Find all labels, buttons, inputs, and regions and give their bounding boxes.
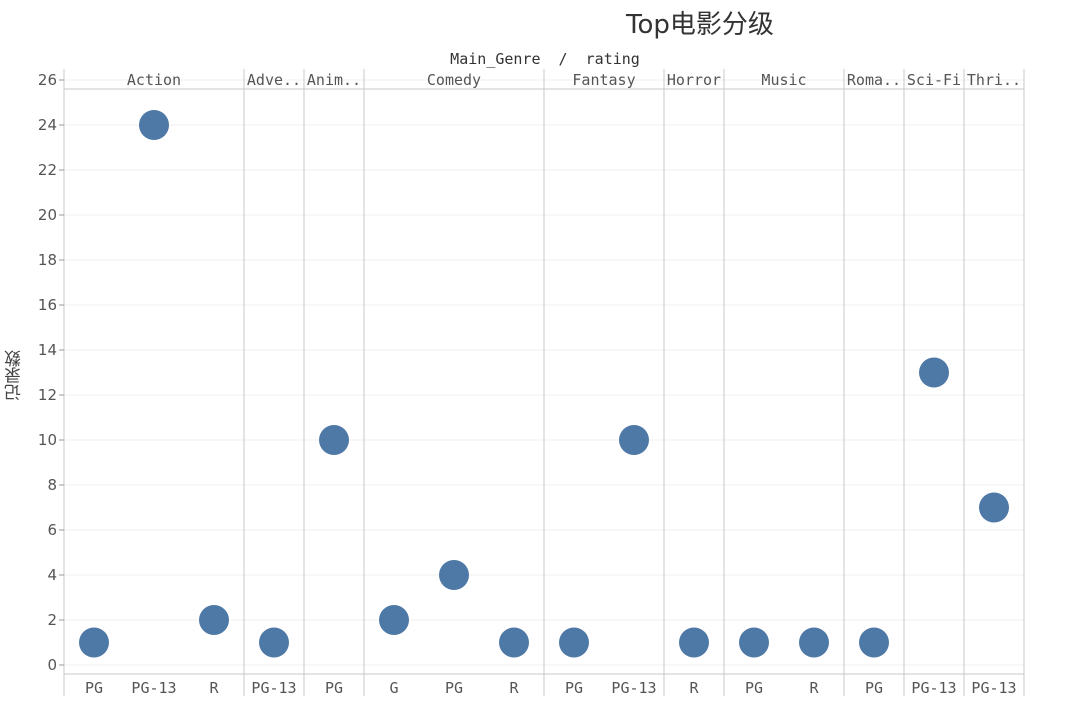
genre-header: Anim.. [307,71,361,89]
data-point [919,357,949,388]
data-point [799,627,829,658]
data-point [439,560,469,590]
y-tick-label: 6 [47,521,57,539]
y-tick-label: 10 [38,431,57,449]
column-header-label: Main_Genre / rating [450,50,640,68]
x-tick-label: PG-13 [611,679,656,697]
data-point [259,627,289,658]
data-point [319,425,349,455]
x-tick-label: PG [445,679,463,697]
y-tick-label: 22 [38,161,57,179]
y-tick-label: 14 [38,341,57,359]
genre-header: Music [761,71,806,89]
data-point [619,425,649,455]
genre-header: Sci-Fi [907,71,961,89]
chart-title: Top电影分级 [626,10,774,40]
data-point [499,627,529,658]
x-tick-label: PG-13 [971,679,1016,697]
y-tick-label: 24 [38,116,57,134]
data-point [859,627,889,658]
x-tick-label: R [209,679,219,697]
y-tick-label: 4 [47,566,57,584]
x-tick-label: R [509,679,519,697]
y-tick-label: 18 [38,251,57,269]
x-tick-label: R [809,679,819,697]
genre-header: Thri.. [967,71,1021,89]
genre-header: Action [127,71,181,89]
y-tick-label: 0 [47,656,57,674]
x-tick-label: PG [565,679,583,697]
x-tick-label: PG [745,679,763,697]
data-point [379,605,409,635]
genre-header: Horror [667,71,721,89]
data-point [199,605,229,635]
x-tick-label: G [389,679,398,697]
y-tick-label: 16 [38,296,57,314]
data-point [739,627,769,658]
data-point [79,627,109,658]
genre-header: Fantasy [572,71,635,89]
data-point [979,492,1009,523]
genre-header: Adve.. [247,71,301,89]
x-tick-label: PG [85,679,103,697]
data-point [139,110,169,140]
genre-header: Roma.. [847,71,901,89]
y-tick-label: 20 [38,206,57,224]
x-tick-label: PG [325,679,343,697]
x-tick-label: PG-13 [251,679,296,697]
y-tick-label: 8 [47,476,57,494]
genre-header: Comedy [427,71,481,89]
y-tick-label: 2 [47,611,57,629]
x-tick-label: PG [865,679,883,697]
y-tick-label: 26 [38,71,57,89]
data-point [559,627,589,658]
x-tick-label: PG-13 [911,679,956,697]
x-tick-label: PG-13 [131,679,176,697]
y-tick-label: 12 [38,386,57,404]
x-tick-label: R [689,679,699,697]
data-point [679,627,709,658]
